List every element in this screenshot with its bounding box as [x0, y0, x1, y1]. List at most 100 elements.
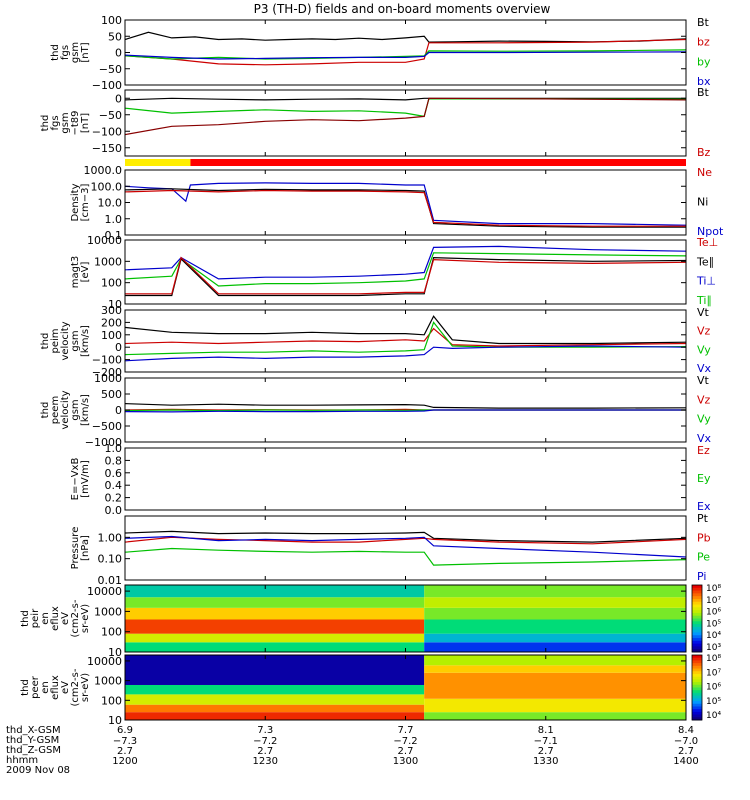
x-axis-value: 8.1	[538, 725, 554, 736]
series-line-by	[125, 98, 686, 118]
panel-fgs_gse: 100 50 0 −50 −100 thd fgs gsm [nT] Bt bz by bx	[50, 14, 711, 92]
y-axis-label: −t89	[70, 110, 81, 135]
y-axis-label: en	[40, 612, 51, 625]
panel-peem_velocity: 1000 500 0 −500 −1000 thd peem velocity gsm [km/s…	[40, 372, 712, 449]
y-axis-label: gsm	[60, 112, 71, 133]
heatmap-cell	[424, 633, 686, 643]
colorbar-swatch	[692, 593, 702, 597]
y-tick-label: −50	[99, 109, 122, 122]
y-tick-label: −100	[92, 354, 122, 367]
legend-label: Ne	[697, 166, 712, 179]
heatmap-cell	[424, 698, 686, 713]
heatmap-cell	[424, 585, 686, 598]
y-tick-label: 1000	[94, 605, 122, 618]
legend-label: Vy	[697, 413, 711, 426]
y-axis-label: eflux	[50, 606, 61, 631]
y-tick-label: 10000	[87, 234, 122, 247]
colorbar-swatch	[692, 604, 702, 608]
y-axis-label: gsm	[70, 42, 81, 63]
x-axis-row-label: thd_Y-GSM	[6, 735, 59, 746]
x-axis-value: 2.7	[538, 746, 554, 757]
y-axis-label: (cm2-s-	[70, 668, 81, 706]
legend-label: Vx	[697, 432, 712, 445]
colorbar-swatch	[692, 643, 702, 647]
y-tick-label: −100	[92, 125, 122, 138]
legend-label: Ni	[697, 196, 708, 209]
y-tick-label: −200	[92, 366, 122, 379]
series-line-Ne	[125, 189, 686, 227]
legend-label: bz	[697, 36, 710, 49]
y-tick-label: 0	[115, 92, 122, 105]
colorbar-label: 10⁶	[706, 683, 721, 693]
y-axis-label: thd	[40, 333, 51, 350]
y-axis-label: velocity	[60, 321, 71, 360]
x-axis-value: −7.0	[674, 736, 698, 747]
x-axis-value: 1400	[673, 756, 698, 767]
legend-label: Vz	[697, 325, 711, 338]
x-axis-value: 2.7	[257, 746, 273, 757]
legend-label: Ti⊥	[696, 275, 716, 288]
x-axis-value: 1330	[533, 756, 558, 767]
legend-label: Bt	[697, 16, 710, 29]
x-axis-value: −7.2	[253, 736, 277, 747]
colorbar-swatch	[692, 698, 702, 702]
legend-label: Ey	[697, 472, 711, 485]
colorbar-swatch	[692, 601, 702, 606]
heatmap-cell	[424, 642, 686, 652]
status-segment	[125, 159, 191, 166]
panel-frame	[124, 447, 687, 511]
colorbar-swatch	[692, 607, 702, 611]
series-line-Pe	[125, 547, 686, 566]
x-axis-value: 2.7	[117, 746, 133, 757]
colorbar-swatch	[692, 626, 702, 631]
legend-label: by	[697, 55, 711, 68]
panel-peer_eflux: 10⁸ 10⁷ 10⁶ 10⁵ 10⁴ 10000 1000 100 10 thd peer en ef…	[20, 654, 721, 727]
y-axis-label: thd	[40, 402, 51, 419]
series-line-Vt	[125, 315, 686, 345]
x-axis-value: 1230	[253, 756, 278, 767]
y-axis-label: [km/s]	[80, 325, 91, 357]
y-axis-label: sr-eV)	[80, 604, 91, 633]
heatmap-cell	[125, 607, 425, 620]
series-line-Vx	[125, 345, 686, 362]
heatmap-cell	[424, 597, 686, 608]
y-tick-label: 200	[101, 316, 122, 329]
colorbar-label: 10⁸	[706, 584, 721, 594]
colorbar-label: 10⁷	[706, 668, 721, 678]
y-tick-label: 0.10	[98, 553, 123, 566]
x-axis-value: 2.7	[678, 746, 694, 757]
y-tick-label: 0	[115, 404, 122, 417]
colorbar-swatch	[692, 590, 702, 594]
legend-label: Ti∥	[696, 294, 712, 307]
heatmap-cell	[125, 704, 425, 713]
y-tick-label: 10	[108, 714, 122, 727]
y-axis-label: peer	[30, 675, 41, 699]
panel-frame	[124, 309, 687, 373]
y-tick-label: 50	[108, 30, 122, 43]
y-tick-label: 0.8	[105, 454, 123, 467]
colorbar-swatch	[692, 646, 702, 650]
y-tick-label: 100	[101, 626, 122, 639]
y-axis-label: eV	[60, 612, 71, 625]
y-axis-label: thd	[50, 44, 61, 61]
y-tick-label: 1000	[94, 255, 122, 268]
y-tick-label: −50	[99, 63, 122, 76]
x-axis-value: 1200	[112, 756, 137, 767]
colorbar-swatch	[692, 695, 702, 699]
legend-label: bx	[697, 75, 711, 88]
colorbar-swatch	[692, 612, 702, 617]
x-axis-value: 8.4	[678, 725, 694, 736]
legend-label: Te⊥	[696, 236, 718, 249]
x-axis-row-label: thd_X-GSM	[6, 725, 61, 736]
y-tick-label: 0.2	[105, 492, 123, 505]
legend-label: Ez	[697, 444, 710, 457]
x-axis-value: 6.9	[117, 725, 133, 736]
y-tick-label: 10.0	[98, 197, 123, 210]
y-axis-label: sr-eV)	[80, 673, 91, 702]
y-axis-label: [nT]	[80, 42, 91, 62]
heatmap-cell	[125, 694, 425, 705]
colorbar-swatch	[692, 615, 702, 619]
y-tick-label: 1.0	[105, 442, 123, 455]
legend-label: Pt	[697, 512, 709, 525]
